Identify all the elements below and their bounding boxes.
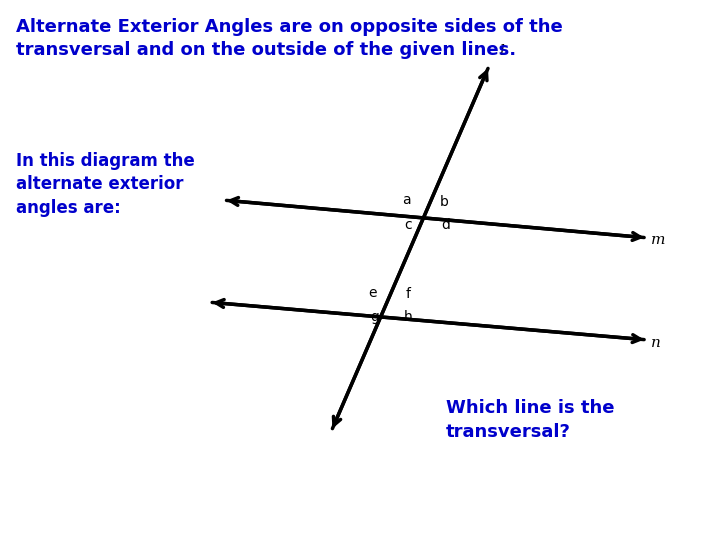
- Text: f: f: [405, 287, 410, 301]
- Text: c: c: [404, 218, 412, 232]
- Text: n: n: [650, 335, 660, 349]
- Text: e: e: [368, 286, 377, 300]
- Text: h: h: [404, 310, 413, 324]
- Text: m: m: [650, 233, 665, 247]
- Text: d: d: [441, 218, 451, 232]
- Text: b: b: [439, 195, 449, 209]
- Text: a: a: [402, 193, 411, 207]
- Text: g: g: [370, 310, 379, 324]
- Text: Alternate Exterior Angles are on opposite sides of the
transversal and on the ou: Alternate Exterior Angles are on opposit…: [16, 17, 562, 59]
- Text: Which line is the
transversal?: Which line is the transversal?: [446, 399, 615, 441]
- Text: In this diagram the
alternate exterior
angles are:: In this diagram the alternate exterior a…: [16, 152, 194, 217]
- Text: l: l: [500, 44, 505, 58]
